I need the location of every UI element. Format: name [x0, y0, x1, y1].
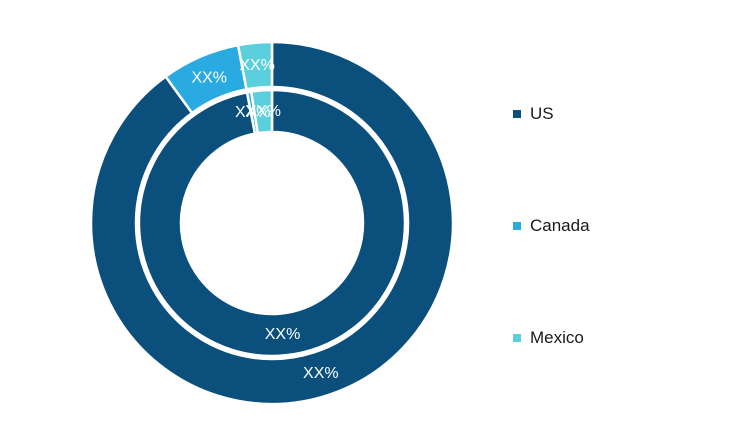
- legend-item-us: US: [513, 104, 554, 124]
- outer-ring-label-canada: XX%: [191, 69, 227, 86]
- legend-label-us: US: [530, 104, 554, 123]
- legend-swatch-us: [513, 110, 521, 118]
- outer-ring-label-us: XX%: [303, 365, 339, 382]
- legend-swatch-mexico: [513, 334, 521, 342]
- inner-ring-label-canada: XX%: [235, 104, 271, 121]
- inner-ring-slice-us: [137, 88, 407, 358]
- legend-swatch-canada: [513, 222, 521, 230]
- outer-ring-label-mexico: XX%: [239, 57, 275, 74]
- inner-ring-slice-mexico: [249, 88, 274, 135]
- inner-ring-label-us: XX%: [265, 326, 301, 343]
- outer-ring-slice-mexico: [236, 40, 274, 91]
- legend-label-canada: Canada: [530, 216, 590, 235]
- legend-item-mexico: Mexico: [513, 328, 584, 348]
- legend-item-canada: Canada: [513, 216, 590, 236]
- inner-ring-label-mexico: XX%: [245, 103, 281, 120]
- legend-label-mexico: Mexico: [530, 328, 584, 347]
- outer-ring-slice-us: [89, 40, 455, 406]
